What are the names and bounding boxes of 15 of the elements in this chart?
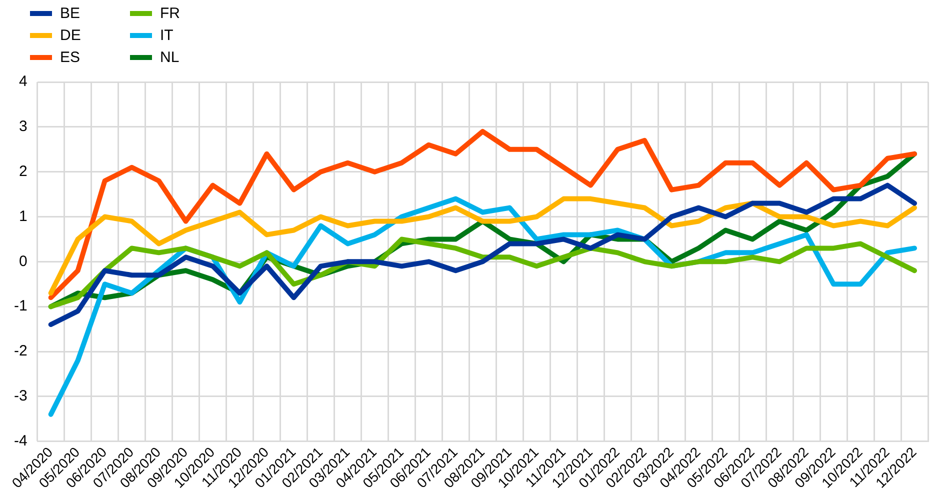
y-tick-label: -4 bbox=[14, 432, 28, 450]
y-tick-label: -3 bbox=[14, 388, 28, 405]
y-tick-label: 2 bbox=[18, 162, 28, 180]
legend-label: FR bbox=[160, 4, 180, 22]
legend-label: IT bbox=[160, 26, 174, 44]
legend-label: NL bbox=[160, 48, 180, 66]
y-tick-label: 4 bbox=[18, 73, 28, 90]
y-tick-label: 0 bbox=[18, 252, 28, 270]
legend-label: ES bbox=[60, 48, 80, 66]
legend-label: DE bbox=[60, 26, 81, 44]
y-tick-label: -2 bbox=[14, 342, 28, 360]
y-tick-label: 1 bbox=[18, 208, 28, 225]
y-tick-label: -1 bbox=[14, 298, 28, 315]
y-tick-label: 3 bbox=[18, 118, 28, 136]
legend-label: BE bbox=[60, 4, 80, 22]
